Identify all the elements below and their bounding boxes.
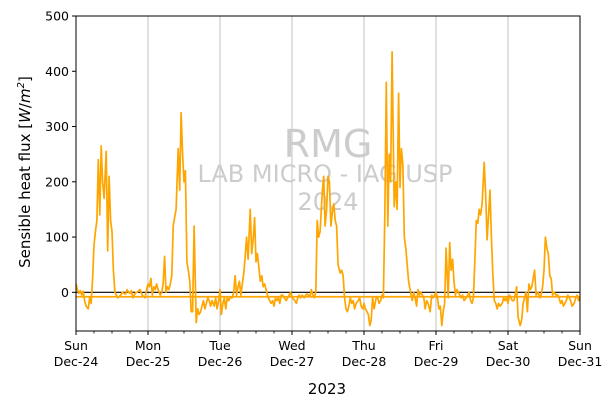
x-tick-date-0: Dec-24 xyxy=(54,354,99,369)
y-tick-label-0: 0 xyxy=(61,285,69,300)
y-axis-title: Sensible heat flux [W/m2] xyxy=(16,76,34,268)
x-tick-date-2: Dec-26 xyxy=(198,354,243,369)
watermark-line-1: RMG xyxy=(284,122,373,166)
y-tick-label-300: 300 xyxy=(45,119,69,134)
x-axis-title: 2023 xyxy=(308,380,346,398)
x-tick-date-3: Dec-27 xyxy=(270,354,315,369)
x-tick-day-7: Sun xyxy=(568,338,592,353)
x-tick-day-1: Mon xyxy=(135,338,161,353)
watermark-line-2: LAB MICRO - IAG USP xyxy=(197,160,452,188)
x-tick-day-5: Fri xyxy=(429,338,444,353)
x-tick-day-3: Wed xyxy=(278,338,305,353)
y-tick-label-500: 500 xyxy=(45,9,69,24)
x-axis-ticks: SunDec-24MonDec-25TueDec-26WedDec-27ThuD… xyxy=(54,331,603,369)
series-line-sensible-heat-flux xyxy=(75,51,581,327)
x-tick-date-1: Dec-25 xyxy=(126,354,171,369)
x-tick-date-5: Dec-29 xyxy=(414,354,459,369)
x-tick-day-4: Thu xyxy=(351,338,375,353)
vertical-grid xyxy=(147,16,509,331)
x-tick-day-0: Sun xyxy=(64,338,88,353)
y-tick-label-400: 400 xyxy=(45,64,69,79)
y-tick-label-100: 100 xyxy=(45,230,69,245)
x-tick-date-7: Dec-31 xyxy=(558,354,603,369)
x-tick-day-2: Tue xyxy=(208,338,231,353)
y-tick-label-200: 200 xyxy=(45,174,69,189)
x-tick-day-6: Sat xyxy=(498,338,519,353)
y-axis-ticks: 0 100 200 300 400 500 xyxy=(45,9,76,300)
watermark: RMG LAB MICRO - IAG USP 2024 xyxy=(197,122,452,216)
x-tick-date-4: Dec-28 xyxy=(342,354,387,369)
x-tick-date-6: Dec-30 xyxy=(486,354,531,369)
